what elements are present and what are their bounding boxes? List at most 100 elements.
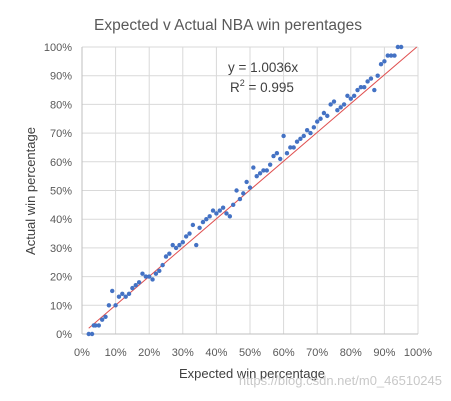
data-point [136, 280, 142, 285]
watermark: https://blog.csdn.net/m0_46510245 [239, 373, 442, 388]
data-point [271, 153, 276, 159]
data-point [106, 303, 112, 308]
y-tick-label: 30% [50, 243, 72, 255]
data-point [153, 271, 159, 276]
data-point [315, 119, 320, 124]
data-point [247, 185, 253, 190]
data-point [358, 84, 364, 90]
data-point [140, 271, 145, 276]
data-point [150, 277, 155, 282]
y-tick-label: 0% [56, 329, 72, 341]
data-point [120, 291, 125, 297]
data-point [251, 165, 256, 170]
x-tick-labels: 0% 10% 20% 30% 40% 50% 60% 70% 80% 90% 100% [74, 347, 432, 359]
data-point [224, 211, 229, 216]
data-point [294, 139, 300, 144]
data-point [207, 214, 212, 219]
data-point [110, 288, 115, 294]
data-point [372, 87, 377, 93]
data-point [244, 179, 249, 185]
y-tick-label: 90% [50, 71, 72, 83]
trendline [88, 46, 418, 329]
data-point [231, 202, 236, 208]
data-point [267, 162, 273, 167]
y-tick-label: 80% [50, 99, 72, 111]
data-point [399, 44, 404, 50]
data-point [261, 168, 266, 173]
y-tick-label: 100% [44, 42, 72, 54]
x-tick-label: 50% [239, 347, 261, 359]
x-tick-label: 70% [306, 347, 328, 359]
x-tick-label: 40% [205, 347, 227, 359]
y-tick-label: 40% [50, 214, 72, 226]
data-point [241, 191, 246, 196]
data-point [331, 99, 337, 104]
data-point [160, 262, 165, 268]
data-point [348, 96, 353, 101]
y-tick-labels: 0% 10% 20% 30% 40% 50% 60% 70% 80% 90% 100% [44, 42, 72, 341]
y-tick-label: 10% [50, 300, 72, 312]
data-point [234, 188, 239, 193]
data-point [382, 59, 387, 64]
r-squared-symbol: R [230, 80, 240, 95]
data-point [308, 130, 313, 136]
data-points [86, 44, 404, 337]
data-point [318, 116, 323, 121]
data-point [274, 150, 280, 156]
data-point [388, 53, 394, 58]
data-point [170, 242, 175, 248]
data-point [304, 128, 310, 133]
data-point [392, 53, 397, 58]
data-point [167, 251, 172, 256]
data-point [157, 268, 162, 274]
data-point [116, 294, 122, 299]
data-point [180, 239, 185, 245]
data-point [341, 102, 347, 107]
gridlines [82, 46, 419, 334]
data-point [288, 145, 293, 150]
data-point [143, 274, 149, 279]
data-point [378, 62, 384, 67]
x-tick-label: 0% [74, 347, 90, 359]
data-point [133, 283, 138, 288]
data-point [328, 102, 333, 107]
x-axis-label: Expected win percentage [179, 366, 325, 381]
chart-title: Expected v Actual NBA win perentages [94, 17, 362, 34]
data-point [183, 234, 189, 239]
y-tick-label: 50% [50, 186, 72, 198]
data-point [130, 285, 135, 291]
data-point [362, 84, 367, 90]
trendline-equation: y = 1.0036x [228, 60, 298, 75]
y-tick-label: 70% [50, 128, 72, 140]
data-point [264, 168, 269, 173]
data-point [281, 133, 286, 139]
r-squared-value: = 0.995 [245, 80, 294, 95]
data-point [217, 208, 222, 213]
data-point [214, 211, 219, 216]
data-point [177, 242, 182, 248]
x-tick-label: 10% [105, 347, 127, 359]
data-point [113, 303, 118, 308]
data-point [123, 294, 128, 299]
data-point [365, 79, 370, 84]
data-point [190, 222, 196, 228]
data-point [93, 323, 98, 328]
data-point [355, 87, 360, 93]
data-point [99, 317, 105, 322]
data-point [227, 214, 233, 219]
data-point [126, 291, 132, 297]
data-point [311, 125, 317, 130]
data-point [368, 76, 374, 81]
data-point [86, 331, 91, 337]
x-tick-label: 30% [172, 347, 194, 359]
data-point [375, 73, 380, 78]
data-point [325, 113, 330, 119]
data-point [194, 242, 199, 248]
data-point [173, 245, 179, 251]
data-point [395, 44, 401, 50]
data-point [254, 173, 259, 179]
data-point [351, 93, 357, 98]
data-point [197, 225, 202, 231]
